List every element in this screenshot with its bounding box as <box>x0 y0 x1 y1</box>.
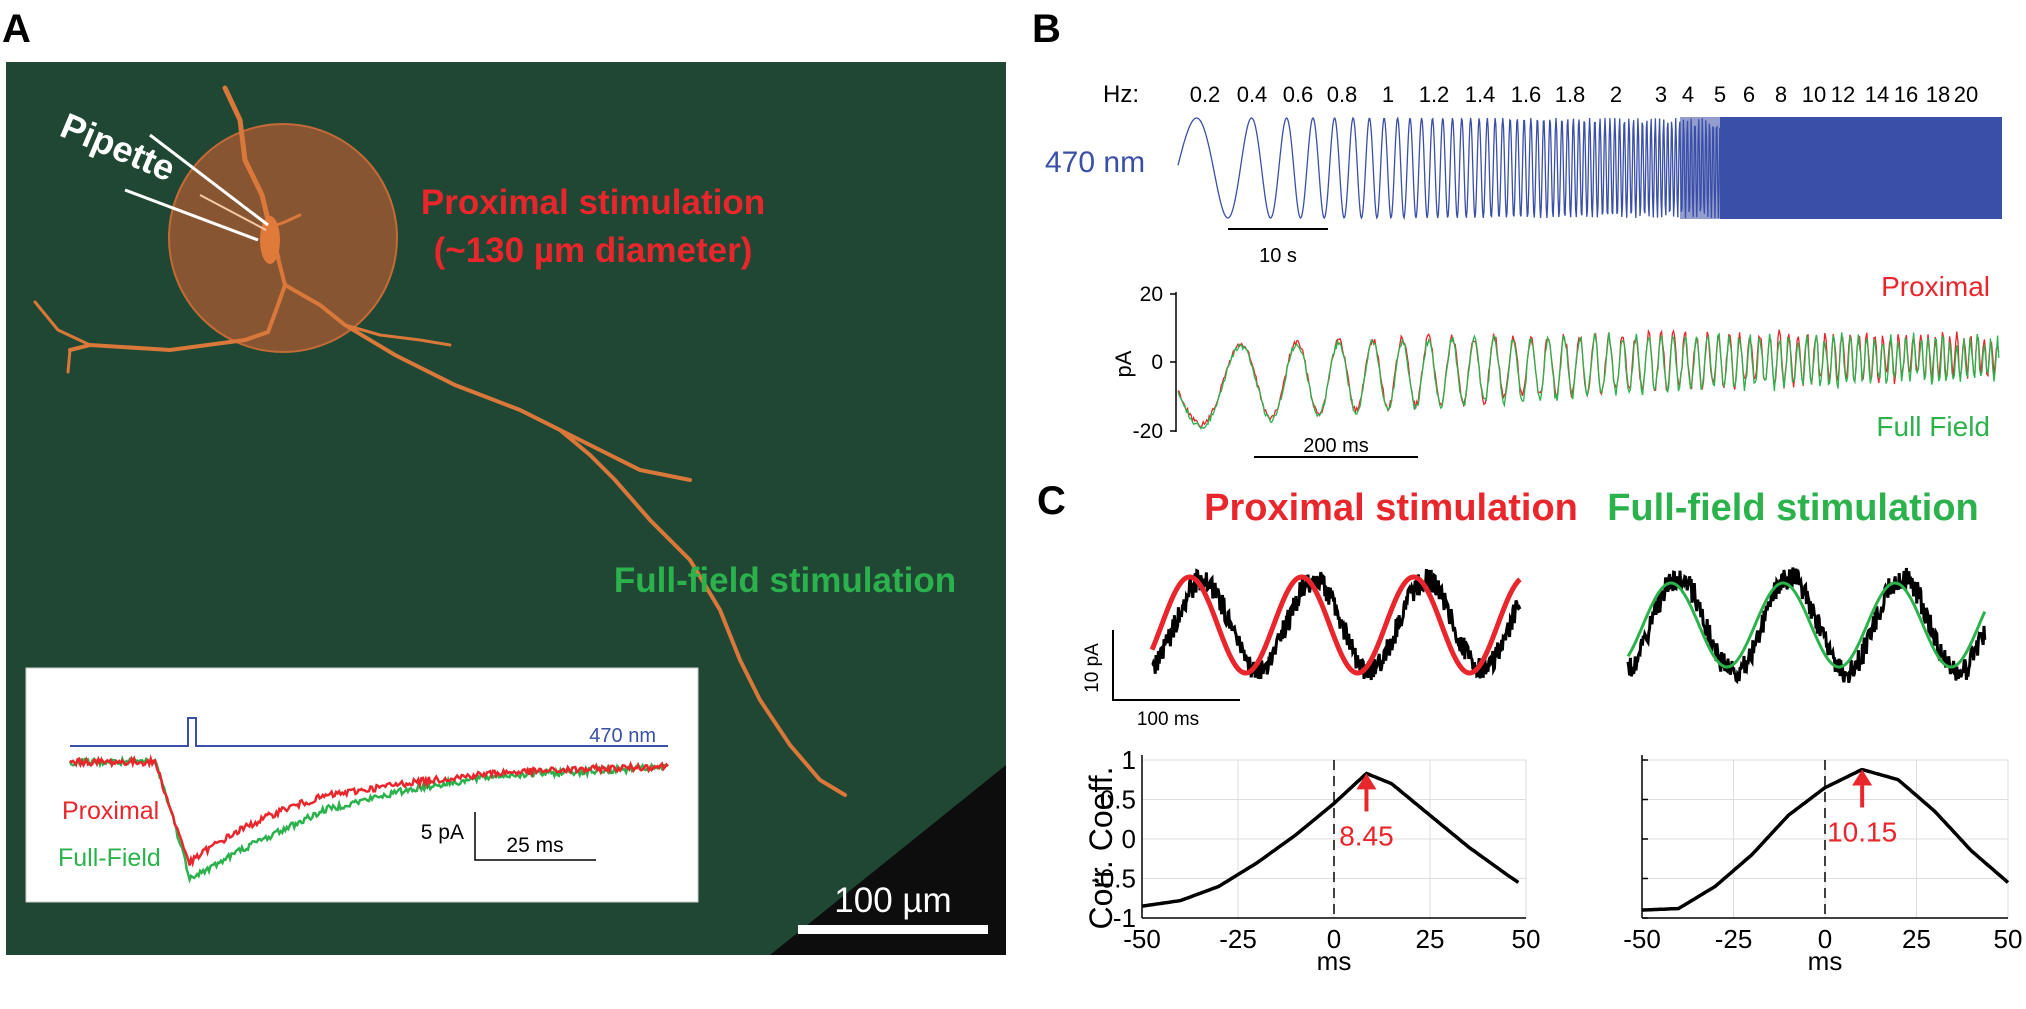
ytick-label: 0 <box>1122 824 1136 854</box>
panel-a-label: A <box>2 7 31 51</box>
frequency-tick-label: 4 <box>1682 82 1694 107</box>
response-ylabel: pA <box>1111 350 1136 377</box>
frequency-tick-label: 14 <box>1865 82 1889 107</box>
inset-scale-x-label: 25 ms <box>506 834 563 857</box>
inset-scale-y-label: 5 pA <box>421 821 464 844</box>
xtick-label: -25 <box>1219 924 1257 954</box>
response-scale-label: 200 ms <box>1303 435 1369 457</box>
fullfield-correlation-plot: -50 -25 0 25 50 ms 10.15 <box>1623 755 2022 976</box>
frequency-ticks: 0.2 0.4 0.6 0.8 1 1.2 1.4 1.6 1.8 2 3 4 5 6 8 10 12 14 16 1… <box>1190 82 1979 107</box>
peak-lag-label: 10.15 <box>1827 816 1897 847</box>
chirp-stimulus <box>1177 116 2002 221</box>
hz-label: Hz: <box>1103 81 1139 108</box>
ytick-label: 1 <box>1122 745 1136 775</box>
xtick-label: 50 <box>1512 924 1541 954</box>
correlation-curve <box>1141 771 1520 908</box>
fullfield-fit-trace <box>1626 581 1987 669</box>
xtick-label: 0 <box>1818 924 1832 954</box>
xtick-label: 25 <box>1902 924 1931 954</box>
frequency-tick-label: 3 <box>1655 82 1667 107</box>
peak-arrowhead-icon <box>1852 769 1873 786</box>
scale-bar-label: 100 µm <box>834 881 951 920</box>
proximal-fit-trace <box>1149 574 1522 676</box>
neuron-icon <box>33 85 847 797</box>
panel-b-label: B <box>1032 7 1061 51</box>
proximal-stimulation-label: Proximal stimulation <box>421 183 765 222</box>
xtick-label: -25 <box>1715 924 1753 954</box>
response-fullfield-label: Full Field <box>1876 411 1990 442</box>
frequency-tick-label: 10 <box>1802 82 1826 107</box>
proximal-recorded-trace <box>1151 568 1522 681</box>
panel-c-scale-bar <box>1112 630 1240 701</box>
panel-c-right-title: Full-field stimulation <box>1607 487 1979 529</box>
proximal-stimulation-area <box>168 123 398 353</box>
xtick-label: -50 <box>1623 924 1661 954</box>
xtick-label: -50 <box>1123 924 1161 954</box>
response-ytick-minus20: -20 <box>1133 420 1163 443</box>
frequency-tick-label: 20 <box>1954 82 1978 107</box>
panel-c-scale-y-label: 10 pA <box>1082 643 1103 693</box>
peak-arrowhead-icon <box>1356 773 1377 790</box>
fullfield-fit-plot <box>1626 567 1987 685</box>
frequency-tick-label: 8 <box>1775 82 1787 107</box>
xtick-label: 25 <box>1416 924 1445 954</box>
inset-fullfield-label: Full-Field <box>58 844 161 872</box>
frequency-tick-label: 1.4 <box>1465 82 1496 107</box>
panel-c-label: C <box>1037 479 1066 523</box>
response-ytick-20: 20 <box>1140 283 1163 306</box>
xtick-label: 50 <box>1994 924 2023 954</box>
frequency-tick-label: 18 <box>1926 82 1950 107</box>
fullfield-stimulation-label: Full-field stimulation <box>614 561 956 600</box>
inset-proximal-label: Proximal <box>62 797 159 825</box>
ytick-label: -1 <box>1113 903 1136 933</box>
pipette-icon <box>124 133 269 242</box>
proximal-correlation-plot: -50 -25 0 25 50 1 0.5 0 -0.5 -1 ms 8.45 <box>1091 745 1540 976</box>
frequency-tick-label: 0.4 <box>1237 82 1268 107</box>
frequency-tick-label: 12 <box>1831 82 1855 107</box>
frequency-tick-label: 1.6 <box>1511 82 1542 107</box>
inset-proximal-trace <box>69 754 669 868</box>
frequency-tick-label: 5 <box>1714 82 1726 107</box>
frequency-tick-label: 16 <box>1894 82 1918 107</box>
stimulus-wavelength-label: 470 nm <box>1045 146 1145 179</box>
corr-xlabel: ms <box>1317 946 1352 976</box>
correlation-ylabel: Corr. Coeff. <box>1083 766 1119 929</box>
frequency-tick-label: 0.2 <box>1190 82 1221 107</box>
stimulus-scale-label: 10 s <box>1259 245 1297 267</box>
ytick-label: -0.5 <box>1091 864 1136 894</box>
frequency-tick-label: 1 <box>1382 82 1394 107</box>
response-proximal-label: Proximal <box>1881 271 1990 302</box>
proximal-diameter-label: (~130 µm diameter) <box>434 231 753 270</box>
corr-xlabel: ms <box>1808 946 1843 976</box>
xtick-label: 0 <box>1327 924 1341 954</box>
frequency-tick-label: 0.6 <box>1283 82 1314 107</box>
inset-trace-panel: 470 nm Proximal Full-Field 5 pA 25 ms <box>25 667 699 903</box>
fullfield-recorded-trace <box>1626 567 1987 685</box>
correlation-curve <box>1641 767 2010 912</box>
scale-bar <box>798 925 988 934</box>
frequency-tick-label: 2 <box>1610 82 1622 107</box>
proximal-fit-plot <box>1149 568 1522 681</box>
panel-c-scale-x-label: 100 ms <box>1137 709 1199 730</box>
peak-lag-label: 8.45 <box>1339 820 1394 851</box>
inset-wavelength-label: 470 nm <box>589 725 656 747</box>
frequency-tick-label: 6 <box>1743 82 1755 107</box>
fullfield-response-trace <box>1177 332 2000 430</box>
response-ytick-0: 0 <box>1151 351 1163 374</box>
frequency-tick-label: 0.8 <box>1327 82 1358 107</box>
response-plot: 20 0 -20 pA Proximal Full Field <box>1111 271 2000 443</box>
frequency-tick-label: 1.8 <box>1555 82 1586 107</box>
panel-c-left-title: Proximal stimulation <box>1204 487 1578 529</box>
ytick-label: 0.5 <box>1100 785 1136 815</box>
inset-stimulus-trace <box>70 717 668 747</box>
inset-scale-bar <box>474 812 596 861</box>
frequency-tick-label: 1.2 <box>1419 82 1450 107</box>
